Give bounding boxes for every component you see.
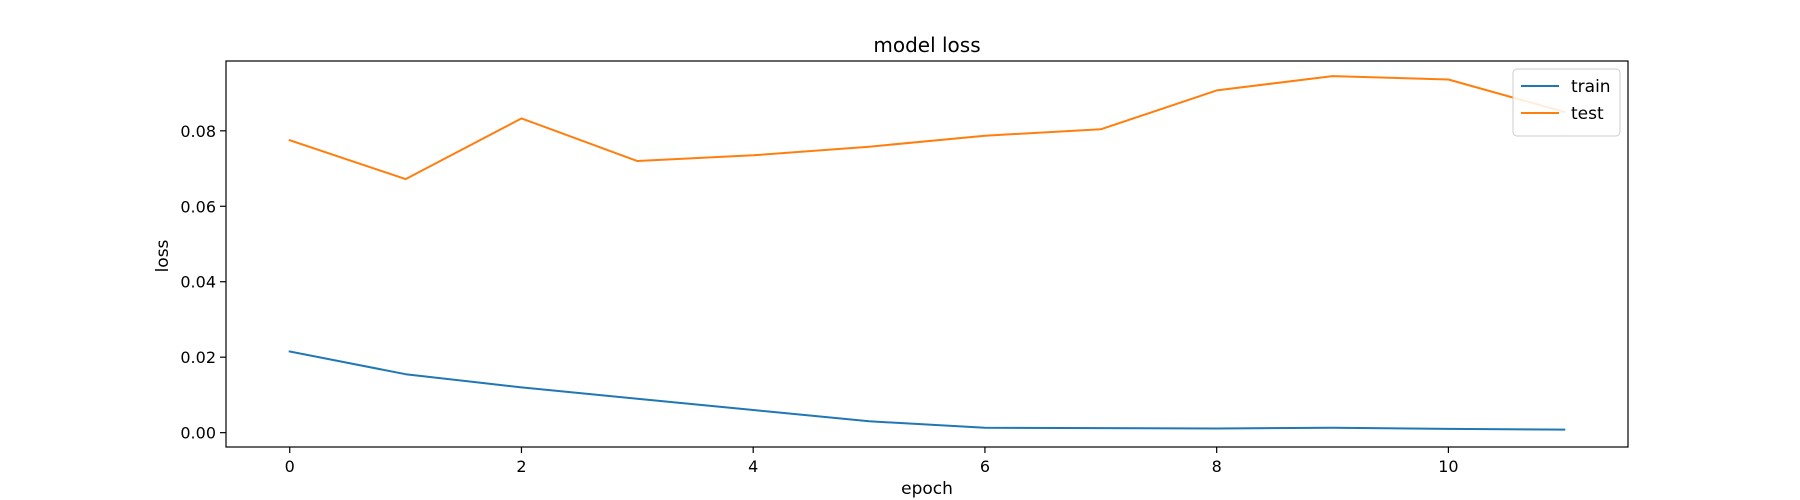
legend-label-train: train (1571, 77, 1611, 97)
axes-frame (225, 60, 1629, 448)
series-line-train (288, 350, 1566, 431)
chart-title: model loss (873, 33, 980, 57)
x-tick-label: 2 (516, 457, 526, 476)
y-tick-label: 0.02 (180, 348, 216, 367)
x-tick-label: 10 (1438, 457, 1458, 476)
x-tick-label: 8 (1212, 457, 1222, 476)
x-tick-label: 6 (980, 457, 990, 476)
y-axis-label: loss (153, 239, 173, 272)
x-axis-label: epoch (901, 479, 953, 499)
y-tick-label: 0.08 (180, 122, 216, 141)
y-tick-label: 0.00 (180, 424, 216, 443)
legend-label-test: test (1571, 104, 1604, 124)
y-tick-label: 0.04 (180, 273, 216, 292)
x-tick-label: 0 (285, 457, 295, 476)
series-line-test (288, 75, 1566, 181)
y-tick-label: 0.06 (180, 197, 216, 216)
plot-area: 0 2 4 6 8 10 0.00 0.02 0.04 0.06 0.08 train test (180, 60, 1629, 476)
x-tick-label: 4 (748, 457, 758, 476)
